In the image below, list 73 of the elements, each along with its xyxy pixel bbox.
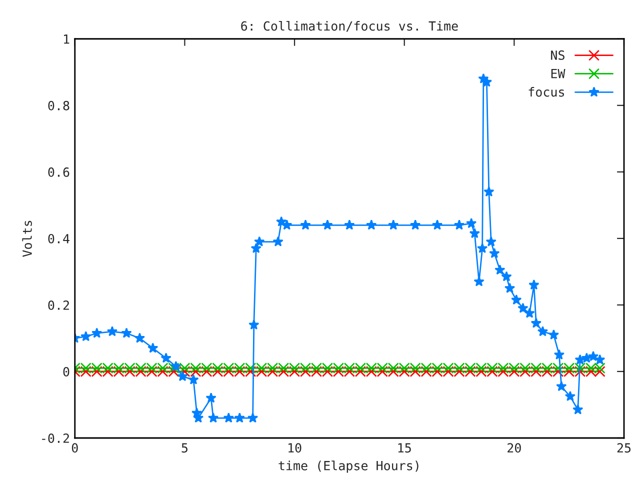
- x-tick-label: 25: [617, 443, 631, 453]
- y-tick-label: 0.8: [48, 100, 70, 110]
- point: [322, 220, 333, 230]
- point: [518, 302, 528, 313]
- point: [160, 352, 172, 363]
- point: [489, 248, 500, 258]
- point: [193, 412, 204, 423]
- point: [588, 350, 599, 362]
- point: [537, 326, 548, 336]
- point: [134, 332, 145, 343]
- point: [282, 220, 292, 230]
- x-tick-label: 10: [288, 443, 302, 453]
- point: [208, 412, 219, 423]
- point: [511, 294, 522, 305]
- point: [556, 380, 567, 392]
- point: [484, 186, 494, 197]
- point: [121, 328, 132, 338]
- point: [594, 354, 606, 364]
- point: [454, 220, 465, 230]
- x-tick-label: 20: [508, 443, 521, 453]
- point: [528, 279, 540, 290]
- point: [469, 228, 480, 238]
- point: [474, 276, 484, 286]
- point: [92, 328, 102, 338]
- point: [572, 404, 584, 414]
- y-axis-title: Volts: [22, 220, 32, 257]
- point: [223, 412, 234, 423]
- point: [188, 374, 199, 384]
- point: [254, 236, 265, 246]
- point: [366, 220, 377, 230]
- point: [504, 282, 516, 293]
- point: [206, 392, 216, 403]
- point: [530, 318, 542, 328]
- point: [432, 220, 443, 230]
- point: [410, 220, 421, 230]
- y-tick-label: 0.4: [48, 234, 70, 244]
- point: [248, 319, 260, 330]
- y-tick-label: 0: [63, 366, 70, 376]
- point: [300, 220, 311, 230]
- point: [581, 352, 592, 363]
- point: [344, 220, 355, 230]
- y-tick-label: -0.2: [42, 434, 69, 443]
- y-tick-label: 0.2: [48, 300, 69, 310]
- legend-label: EW: [551, 68, 566, 78]
- point: [148, 342, 158, 353]
- point: [234, 412, 245, 423]
- legend-label: focus: [528, 87, 564, 97]
- point: [466, 218, 477, 228]
- point: [564, 390, 576, 402]
- x-axis-title: time (Elapse Hours): [278, 460, 418, 473]
- point: [494, 264, 506, 275]
- x-tick-label: 15: [398, 443, 411, 453]
- point: [388, 220, 399, 230]
- x-tick-label: 0: [72, 443, 78, 453]
- point: [548, 329, 560, 340]
- point: [501, 271, 512, 282]
- point: [106, 326, 118, 336]
- point: [177, 370, 188, 382]
- point: [80, 331, 92, 342]
- point: [486, 236, 496, 246]
- y-tick-label: 0.6: [48, 167, 70, 177]
- y-tick-label: 1: [64, 34, 70, 44]
- legend-label: NS: [551, 50, 564, 60]
- point: [554, 349, 565, 360]
- point: [477, 242, 488, 254]
- point: [250, 242, 262, 254]
- point: [170, 360, 182, 372]
- point: [574, 354, 586, 364]
- x-tick-label: 5: [182, 443, 188, 453]
- point: [272, 236, 284, 246]
- chart-title: 6: Collimation/focus vs. Time: [241, 20, 458, 32]
- point: [524, 308, 535, 318]
- point: [247, 412, 258, 423]
